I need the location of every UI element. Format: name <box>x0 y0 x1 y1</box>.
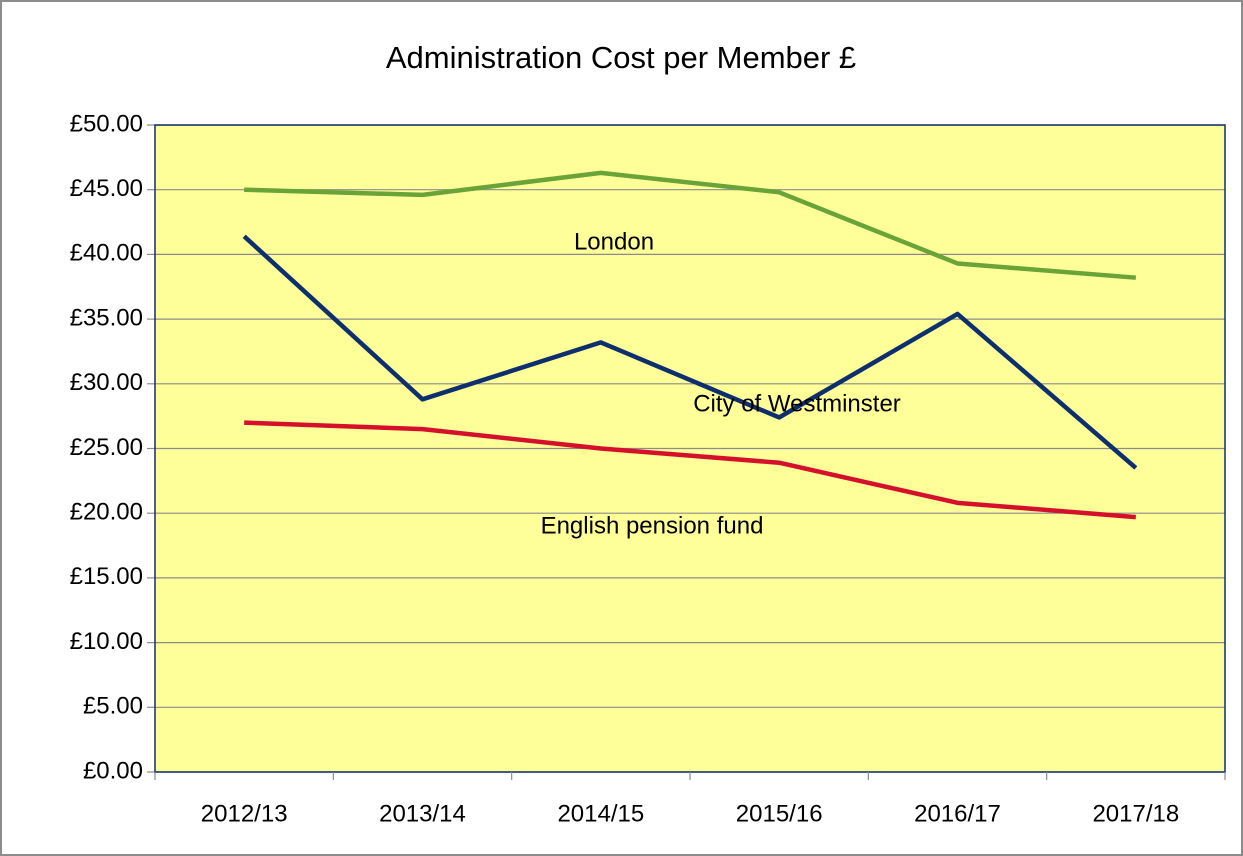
x-tick-label: 2012/13 <box>201 800 288 827</box>
series-label: City of Westminster <box>693 390 901 417</box>
series-line <box>244 420 1137 520</box>
y-tick-label: £35.00 <box>70 304 143 331</box>
y-tick-label: £50.00 <box>70 110 143 137</box>
chart-title: Administration Cost per Member £ <box>386 40 856 75</box>
x-tick-label: 2016/17 <box>914 800 1001 827</box>
y-tick-label: £25.00 <box>70 434 143 461</box>
x-tick-label: 2017/18 <box>1092 800 1179 827</box>
y-tick-label: £10.00 <box>70 628 143 655</box>
y-tick-label: £0.00 <box>83 757 143 784</box>
y-tick-label: £5.00 <box>83 693 143 720</box>
y-tick-label: £20.00 <box>70 499 143 526</box>
series-line <box>244 170 1137 280</box>
series-line <box>242 234 1138 470</box>
x-tick-label: 2014/15 <box>557 800 644 827</box>
series-label: London <box>574 228 654 255</box>
x-tick-label: 2015/16 <box>736 800 823 827</box>
series-label: English pension fund <box>541 512 764 539</box>
x-tick-label: 2013/14 <box>379 800 466 827</box>
y-tick-label: £40.00 <box>70 240 143 267</box>
y-tick-label: £15.00 <box>70 563 143 590</box>
y-tick-label: £30.00 <box>70 369 143 396</box>
y-tick-label: £45.00 <box>70 175 143 202</box>
